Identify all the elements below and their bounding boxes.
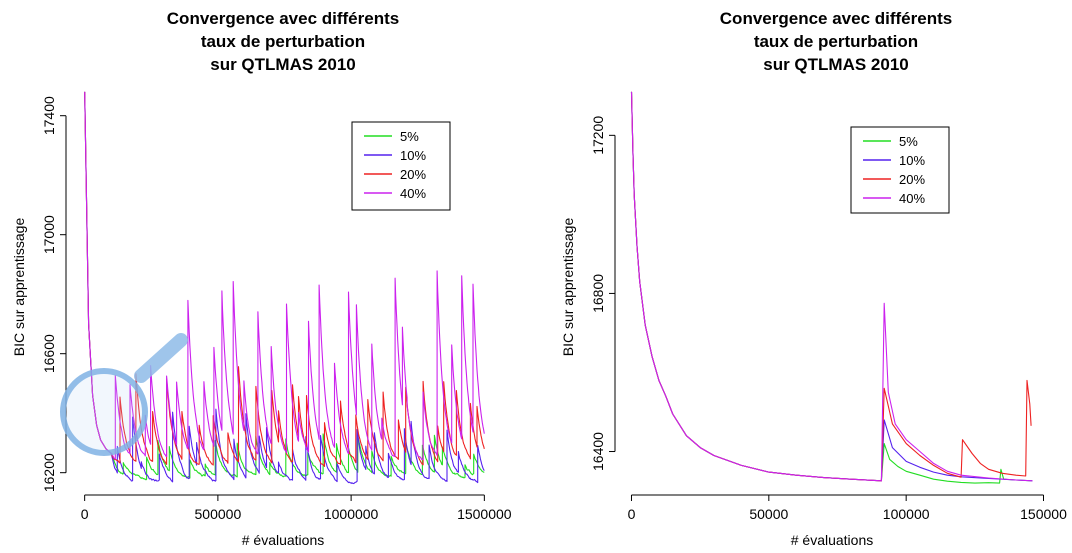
right-chart-legend-label: 10% <box>899 153 925 168</box>
right-chart-y-tick-label: 17200 <box>590 116 606 155</box>
right-chart-x-tick-label: 50000 <box>749 506 788 522</box>
right-chart-x-axis-label: # évaluations <box>791 532 874 548</box>
left-chart-title-line-3: sur QTLMAS 2010 <box>210 55 356 74</box>
right-chart-y-tick-label: 16400 <box>590 432 606 471</box>
magnifier-lens <box>60 368 148 456</box>
left-chart-legend-label: 5% <box>400 129 419 144</box>
right-chart: Convergence avec différents taux de pert… <box>560 9 1067 548</box>
right-chart-legend: 5% 10% 20% 40% <box>850 126 950 214</box>
right-chart-legend-label: 5% <box>899 134 918 149</box>
left-chart-x-tick-label: 0 <box>81 506 89 522</box>
right-chart-title: Convergence avec différents taux de pert… <box>720 9 952 74</box>
right-chart-series-line-20pct <box>630 91 1032 482</box>
left-chart-y-tick-label: 16200 <box>41 453 57 492</box>
right-chart-series-line-10pct <box>630 91 1033 482</box>
right-chart-x-tick-label: 100000 <box>883 506 930 522</box>
left-chart-series-line-5pct <box>84 91 485 481</box>
right-chart-series-line-40pct <box>630 91 1033 482</box>
right-chart-title-line-1: Convergence avec différents <box>720 9 952 28</box>
left-chart-x-tick-label: 1500000 <box>457 506 512 522</box>
left-chart-y-tick-label: 16600 <box>41 334 57 373</box>
left-chart-y-tick-label: 17000 <box>41 215 57 254</box>
right-chart-legend-label: 40% <box>899 191 925 206</box>
left-chart-legend-label: 20% <box>400 167 426 182</box>
left-chart-x-tick-label: 1000000 <box>324 506 379 522</box>
left-chart-plot-area <box>84 91 485 485</box>
left-chart-title-line-1: Convergence avec différents <box>167 9 399 28</box>
left-chart-series-line-20pct <box>84 91 485 467</box>
right-chart-title-line-2: taux de perturbation <box>754 32 918 51</box>
left-chart-y-tick-label: 17400 <box>41 96 57 135</box>
left-chart-series-line-40pct <box>84 91 485 461</box>
right-chart-y-tick-label: 16800 <box>590 274 606 313</box>
left-chart-legend-label: 40% <box>400 186 426 201</box>
right-chart-series-line-5pct <box>630 91 1033 484</box>
right-chart-legend-label: 20% <box>899 172 925 187</box>
left-chart: Convergence avec différents taux de pert… <box>11 9 512 548</box>
left-chart-title: Convergence avec différents taux de pert… <box>167 9 399 74</box>
left-chart-x-axis-label: # évaluations <box>242 532 325 548</box>
right-chart-x-tick-label: 0 <box>628 506 636 522</box>
magnifier-icon <box>60 333 188 456</box>
right-chart-plot-area <box>630 91 1033 484</box>
left-chart-y-axis-label: BIC sur apprentissage <box>11 218 27 357</box>
right-chart-title-line-3: sur QTLMAS 2010 <box>763 55 909 74</box>
left-chart-title-line-2: taux de perturbation <box>201 32 365 51</box>
left-chart-series-line-10pct <box>84 91 485 485</box>
left-chart-legend-label: 10% <box>400 148 426 163</box>
magnifier-handle <box>134 333 188 383</box>
left-chart-legend: 5% 10% 20% 40% <box>351 121 451 211</box>
left-chart-legend-box <box>351 121 451 211</box>
right-chart-y-axis-label: BIC sur apprentissage <box>560 218 576 357</box>
right-chart-x-tick-label: 150000 <box>1020 506 1067 522</box>
left-chart-x-tick-label: 500000 <box>195 506 242 522</box>
